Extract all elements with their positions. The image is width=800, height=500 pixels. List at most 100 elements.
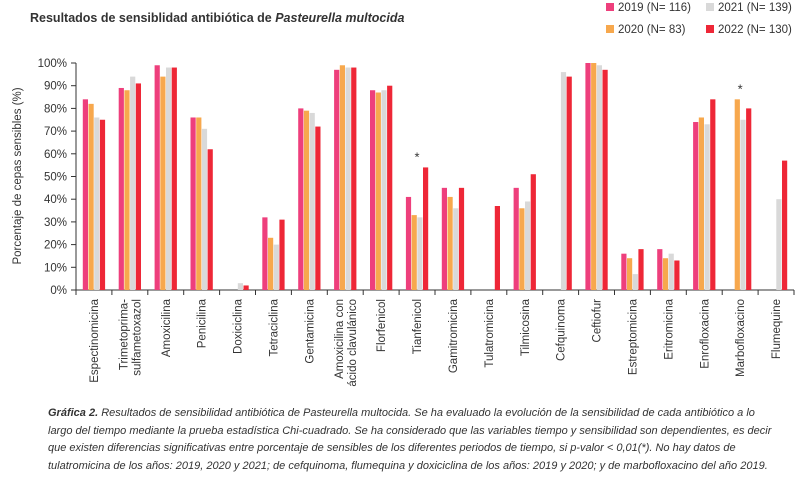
legend-swatch-2020 xyxy=(606,25,614,33)
bar xyxy=(693,122,699,291)
bar xyxy=(82,99,88,290)
bar xyxy=(417,217,423,290)
bar xyxy=(279,219,285,290)
bar xyxy=(638,249,644,290)
bar xyxy=(171,67,177,290)
significance-marker: * xyxy=(415,149,420,164)
x-category-label: Ceftiofur xyxy=(592,299,604,343)
x-category-label: Flumequine xyxy=(771,299,783,359)
x-category-label: Gamitromicina xyxy=(448,298,460,373)
bar xyxy=(423,167,429,290)
bar xyxy=(405,196,412,290)
y-tick-label: 70% xyxy=(44,126,67,138)
bar xyxy=(298,108,304,291)
legend-item-2022: 2022 (N= 130) xyxy=(706,24,792,36)
bar xyxy=(154,65,160,291)
bar xyxy=(560,72,567,290)
y-axis-label: Porcentaje de cepas sensibles (%) xyxy=(12,87,24,264)
x-category-label: Florfenicol xyxy=(376,299,388,352)
y-tick-label: 100% xyxy=(38,58,67,70)
bar xyxy=(662,258,669,290)
bar xyxy=(632,274,638,290)
bar xyxy=(124,90,130,291)
bar xyxy=(201,128,208,290)
bar xyxy=(698,117,704,290)
significance-marker: * xyxy=(738,81,743,96)
bar xyxy=(458,187,465,290)
bar xyxy=(88,103,94,290)
bar xyxy=(513,187,519,290)
legend-item-2020: 2020 (N= 83) xyxy=(606,24,685,36)
bar xyxy=(135,83,141,291)
chart-title-species: Pasteurella multocida xyxy=(275,11,405,25)
bar xyxy=(710,99,716,290)
bar xyxy=(530,174,536,290)
bar xyxy=(596,65,602,291)
y-tick-label: 90% xyxy=(44,81,67,93)
bar xyxy=(602,69,608,290)
bar xyxy=(585,63,591,290)
legend-label-2022: 2022 (N= 130) xyxy=(718,24,792,36)
x-category-label: Penicilina xyxy=(197,298,209,348)
bar xyxy=(303,110,310,290)
bar xyxy=(704,124,710,290)
bar xyxy=(411,215,417,290)
caption-text: Resultados de sensibilidad antibiótica d… xyxy=(48,407,772,472)
bar xyxy=(740,119,746,290)
y-tick-label: 10% xyxy=(44,262,67,274)
bar xyxy=(782,160,788,290)
y-tick-label: 40% xyxy=(44,194,67,206)
x-category-label: Eritromicina xyxy=(663,298,675,359)
chart-legend: 2019 (N= 116) 2021 (N= 139) 2020 (N= 83)… xyxy=(606,2,796,42)
bar xyxy=(746,108,752,291)
x-category-label: Enrofloxacina xyxy=(699,298,711,368)
bar xyxy=(387,85,393,290)
bar xyxy=(525,201,531,290)
x-category-label: Gentamicina xyxy=(304,298,316,363)
bar xyxy=(668,253,674,290)
bar xyxy=(370,90,376,291)
bar xyxy=(494,206,500,290)
bar xyxy=(627,258,633,290)
x-category-label: Tilmicosina xyxy=(520,298,532,356)
y-tick-label: 0% xyxy=(50,285,67,297)
legend-swatch-2022 xyxy=(706,25,714,33)
bar xyxy=(315,126,321,290)
bar xyxy=(441,187,447,290)
bar xyxy=(207,149,213,290)
bar xyxy=(118,87,124,290)
bar xyxy=(268,237,274,290)
x-category-label: Cefquinoma xyxy=(556,298,568,361)
y-tick-label: 50% xyxy=(44,172,67,184)
bar xyxy=(621,253,627,290)
bar xyxy=(190,117,196,290)
bar xyxy=(453,208,459,290)
legend-swatch-2019 xyxy=(606,3,614,11)
bar-chart: 0% 10% 20% 30% 40% 50% 60% 70% 80% 90% 100% Porcent… xyxy=(12,58,795,387)
y-tick-label: 20% xyxy=(44,240,67,252)
legend-item-2019: 2019 (N= 116) xyxy=(606,2,691,14)
y-tick-label: 80% xyxy=(44,103,67,115)
bar xyxy=(130,76,136,291)
legend-swatch-2021 xyxy=(706,3,714,11)
legend-label-2020: 2020 (N= 83) xyxy=(618,24,686,36)
bar xyxy=(262,217,268,290)
x-category-label: Trimetoprima-sulfametoxazol xyxy=(118,299,143,376)
bar xyxy=(519,208,525,290)
x-category-label: Tianfenicol xyxy=(412,299,424,354)
x-category-label: Doxiciclina xyxy=(233,298,245,354)
bar xyxy=(674,260,680,290)
x-category-label: Amoxicilina conácido clavulánico xyxy=(334,299,359,387)
bar xyxy=(776,199,782,290)
bar xyxy=(243,285,249,290)
x-category-label: Tulatromicina xyxy=(484,298,496,367)
bar xyxy=(237,283,243,290)
y-tick-label: 30% xyxy=(44,217,67,229)
bar xyxy=(160,76,166,291)
legend-label-2019: 2019 (N= 116) xyxy=(618,2,691,14)
x-category-label: Estreptomicina xyxy=(627,298,639,375)
x-category-label: Marbofloxacino xyxy=(735,299,747,377)
bar xyxy=(381,90,387,291)
bar xyxy=(309,112,315,290)
bar xyxy=(339,65,345,291)
